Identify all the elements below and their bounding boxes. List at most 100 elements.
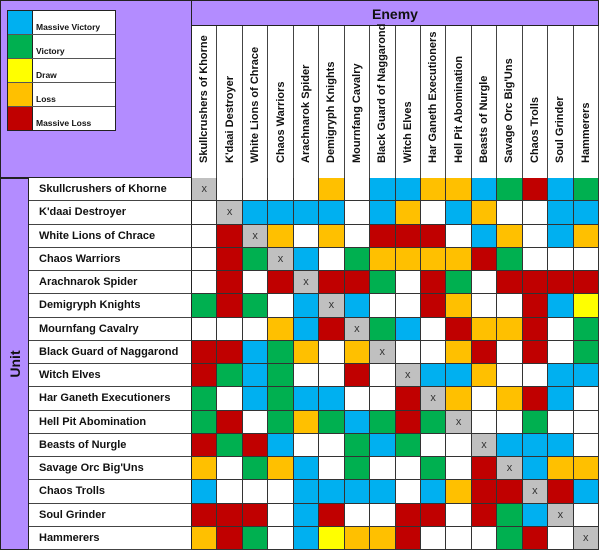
heatmap-cell — [242, 294, 269, 318]
heatmap-cell — [319, 317, 345, 341]
heatmap-cell — [497, 271, 523, 295]
heatmap-cell — [319, 224, 345, 248]
heatmap-cell — [420, 247, 447, 271]
row-headers: Skullcrushers of Khorne K'daai Destroyer W… — [29, 178, 192, 550]
heatmap-cell — [548, 247, 574, 271]
heatmap-cell: x — [242, 224, 269, 248]
heatmap-cell — [420, 410, 447, 434]
heatmap-cell — [370, 433, 396, 457]
heatmap-cell — [395, 317, 421, 341]
heatmap-cell — [242, 526, 269, 550]
heatmap-cell — [319, 526, 345, 550]
column-header-label: Hammerers — [579, 102, 592, 163]
heatmap-cell — [573, 480, 599, 504]
heatmap-cell — [446, 526, 472, 550]
heatmap-cell — [471, 457, 498, 481]
column-header-label: Witch Elves — [401, 101, 414, 163]
heatmap-cell — [319, 178, 345, 202]
heatmap-cell — [573, 224, 599, 248]
heatmap-cell — [548, 526, 574, 550]
heatmap-cell — [548, 340, 574, 364]
heatmap-cell — [420, 317, 447, 341]
heatmap-cell — [370, 387, 396, 411]
heatmap-cell — [370, 178, 396, 202]
heatmap-cell — [548, 387, 574, 411]
legend-item: Loss — [8, 83, 115, 107]
heatmap-cell — [344, 480, 371, 504]
heatmap-cell — [192, 271, 218, 295]
heatmap-cell — [446, 480, 472, 504]
heatmap-cell — [471, 503, 498, 527]
legend-item: Victory — [8, 35, 115, 59]
heatmap-cell — [268, 294, 294, 318]
heatmap-cell — [192, 224, 218, 248]
heatmap-cell — [548, 480, 574, 504]
column-header-label: K'daai Destroyer — [223, 76, 236, 163]
heatmap-cell — [344, 433, 371, 457]
heatmap-cell — [471, 480, 498, 504]
heatmap-cell — [395, 433, 421, 457]
heatmap-cell — [522, 247, 549, 271]
heatmap-cell — [497, 526, 523, 550]
heatmap-cell — [573, 294, 599, 318]
heatmap-cell — [268, 271, 294, 295]
row-header: Chaos Warriors — [29, 247, 192, 271]
legend: Massive Victory Victory Draw Loss Massive Lo… — [7, 10, 116, 131]
heatmap-cell — [319, 247, 345, 271]
heatmap-cell — [471, 178, 498, 202]
column-header: Savage Orc Big'Uns — [497, 26, 523, 178]
heatmap-cell: x — [471, 433, 498, 457]
heatmap-cell — [497, 317, 523, 341]
heatmap-cell — [319, 387, 345, 411]
heatmap-cell: x — [192, 178, 218, 202]
legend-swatch — [8, 59, 33, 82]
heatmap-cell — [471, 271, 498, 295]
heatmap-cell — [268, 480, 294, 504]
heatmap-cell — [420, 526, 447, 550]
heatmap-cell — [573, 433, 599, 457]
heatmap-cell — [420, 503, 447, 527]
heatmap-cell — [420, 294, 447, 318]
heatmap-cell — [522, 503, 549, 527]
heatmap-cell — [573, 271, 599, 295]
heatmap-cell — [497, 340, 523, 364]
heatmap-cell — [446, 201, 472, 225]
heatmap-cell — [522, 364, 549, 388]
column-header-label: Soul Grinder — [554, 96, 567, 163]
column-header-label: Har Ganeth Executioners — [427, 31, 440, 163]
legend-label: Massive Victory — [36, 22, 101, 32]
heatmap-cell — [217, 457, 243, 481]
heatmap-cell — [344, 294, 371, 318]
legend-panel: Massive Victory Victory Draw Loss Massive Lo… — [0, 0, 192, 178]
heatmap-cell — [497, 503, 523, 527]
heatmap-cell — [293, 433, 320, 457]
heatmap-cell — [319, 410, 345, 434]
heatmap-cell — [446, 340, 472, 364]
heatmap-cell — [522, 178, 549, 202]
column-header: Beasts of Nurgle — [471, 26, 498, 178]
heatmap-cell — [268, 503, 294, 527]
column-header: Chaos Warriors — [268, 26, 294, 178]
heatmap-cell — [548, 201, 574, 225]
heatmap-cell — [192, 387, 218, 411]
column-header-label: Black Guard of Naggarond — [376, 23, 389, 163]
heatmap-cell — [573, 457, 599, 481]
heatmap-cell — [217, 271, 243, 295]
heatmap-cell — [268, 178, 294, 202]
heatmap-cell — [471, 294, 498, 318]
row-header: Black Guard of Naggarond — [29, 340, 192, 364]
heatmap-cell — [293, 247, 320, 271]
heatmap-cell — [522, 340, 549, 364]
heatmap-cell — [217, 247, 243, 271]
heatmap-cell — [446, 387, 472, 411]
legend-label: Loss — [36, 94, 56, 104]
heatmap-cell — [192, 503, 218, 527]
heatmap-cell — [497, 387, 523, 411]
heatmap-cell — [344, 271, 371, 295]
heatmap-cell — [370, 247, 396, 271]
heatmap-cell — [217, 503, 243, 527]
heatmap-cell — [370, 364, 396, 388]
heatmap-cell: x — [548, 503, 574, 527]
heatmap-cell — [217, 317, 243, 341]
heatmap-cell — [522, 387, 549, 411]
